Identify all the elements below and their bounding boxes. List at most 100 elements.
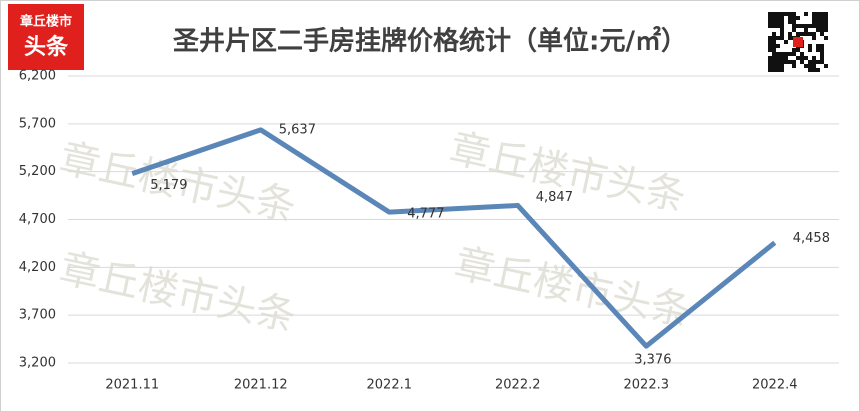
qr-cell — [772, 16, 776, 20]
qr-cell — [816, 12, 820, 16]
qr-cell — [772, 60, 776, 64]
qr-cell — [796, 32, 800, 36]
qr-cell — [800, 60, 804, 64]
qr-cell — [780, 32, 784, 36]
qr-center — [793, 37, 803, 47]
qr-cell — [780, 24, 784, 28]
qr-cell — [800, 24, 804, 28]
qr-cell — [776, 68, 780, 72]
qr-cell — [772, 12, 776, 16]
x-tick-label: 2021.12 — [234, 378, 288, 393]
qr-cell — [808, 60, 812, 64]
qr-cell — [792, 28, 796, 32]
qr-cell — [820, 20, 824, 24]
qr-cell — [788, 60, 792, 64]
qr-cell — [824, 64, 828, 68]
qr-cell — [792, 12, 796, 16]
qr-cell — [812, 12, 816, 16]
x-tick-label: 2022.1 — [367, 378, 413, 393]
qr-cell — [804, 28, 808, 32]
qr-cell — [816, 48, 820, 52]
qr-cell — [824, 12, 828, 16]
qr-cell — [788, 52, 792, 56]
qr-cell — [776, 56, 780, 60]
qr-cell — [784, 40, 788, 44]
qr-cell — [772, 40, 776, 44]
qr-cell — [820, 44, 824, 48]
qr-cell — [816, 20, 820, 24]
qr-cell — [824, 20, 828, 24]
qr-cell — [768, 48, 772, 52]
qr-cell — [800, 32, 804, 36]
qr-cell — [768, 36, 772, 40]
qr-cell — [808, 48, 812, 52]
qr-cell — [792, 20, 796, 24]
qr-cell — [772, 24, 776, 28]
qr-cell — [772, 52, 776, 56]
qr-cell — [800, 52, 804, 56]
qr-cell — [792, 60, 796, 64]
qr-cell — [824, 28, 828, 32]
qr-cell — [812, 68, 816, 72]
qr-cell — [776, 44, 780, 48]
data-label: 4,458 — [793, 231, 830, 246]
qr-cell — [804, 56, 808, 60]
qr-cell — [820, 56, 824, 60]
y-tick-label: 5,200 — [19, 164, 56, 179]
qr-cell — [768, 64, 772, 68]
qr-cell — [780, 68, 784, 72]
qr-cell — [816, 68, 820, 72]
qr-cell — [780, 56, 784, 60]
logo-box — [8, 4, 84, 70]
qr-cell — [796, 16, 800, 20]
y-tick-label: 3,200 — [19, 356, 56, 371]
x-tick-label: 2022.4 — [752, 378, 798, 393]
data-label: 3,376 — [634, 353, 671, 368]
qr-cell — [804, 24, 808, 28]
qr-cell — [788, 16, 792, 20]
qr-cell — [812, 64, 816, 68]
qr-cell — [780, 36, 784, 40]
chart-title: 圣井片区二手房挂牌价格统计（单位:元/㎡） — [173, 26, 687, 57]
qr-cell — [772, 44, 776, 48]
qr-cell — [808, 64, 812, 68]
qr-cell — [796, 56, 800, 60]
qr-cell — [804, 12, 808, 16]
qr-cell — [816, 24, 820, 28]
qr-cell — [768, 56, 772, 60]
qr-cell — [804, 32, 808, 36]
qr-cell — [776, 20, 780, 24]
qr-cell — [768, 20, 772, 24]
qr-cell — [796, 24, 800, 28]
qr-cell — [780, 20, 784, 24]
qr-cell — [772, 56, 776, 60]
qr-cell — [812, 56, 816, 60]
qr-cell — [796, 48, 800, 52]
line — [131, 127, 777, 349]
logo: 章丘楼市 头条 — [8, 4, 84, 70]
qr-cell — [784, 52, 788, 56]
qr-cell — [780, 60, 784, 64]
qr-cell — [788, 20, 792, 24]
qr-cell — [776, 24, 780, 28]
qr-cell — [776, 52, 780, 56]
qr-cell — [772, 36, 776, 40]
y-tick-label: 4,700 — [19, 212, 56, 227]
y-tick-label: 5,700 — [19, 116, 56, 131]
qr-cell — [812, 16, 816, 20]
y-tick-label: 4,200 — [19, 260, 56, 275]
qr-cell — [768, 68, 772, 72]
qr-cell — [768, 40, 772, 44]
qr-cell — [816, 16, 820, 20]
qr-cell — [792, 64, 796, 68]
qr-cell — [780, 64, 784, 68]
qr-cell — [784, 60, 788, 64]
qr-cell — [816, 28, 820, 32]
qr-cell — [768, 24, 772, 28]
qr-cell — [816, 44, 820, 48]
qr-cell — [772, 20, 776, 24]
qr-cell — [808, 24, 812, 28]
qr-cell — [776, 64, 780, 68]
